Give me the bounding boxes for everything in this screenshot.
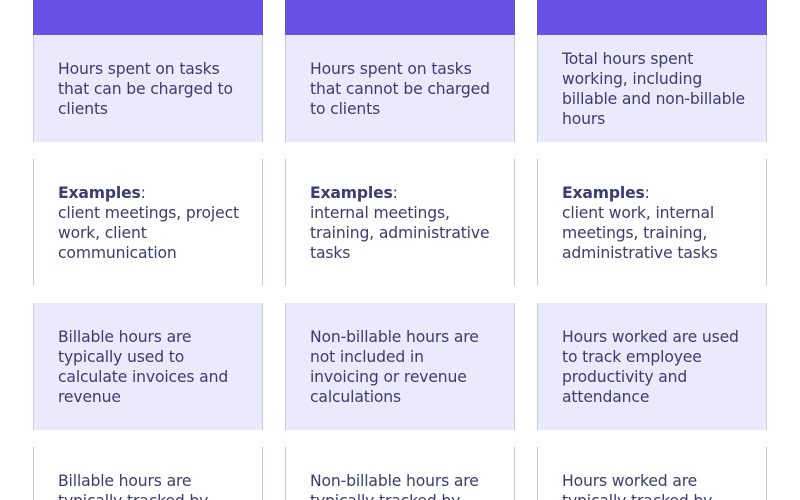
examples-block: Examples: client meetings, project work, … <box>58 183 244 263</box>
examples-block: Examples: client work, internal meetings,… <box>562 183 748 263</box>
examples-label: Examples <box>310 183 393 202</box>
definition-cell: Hours spent on tasks that cannot be char… <box>285 35 515 142</box>
definition-cell: Hours spent on tasks that can be charged… <box>33 35 263 142</box>
usage-cell: Non-billable hours are not included in i… <box>285 303 515 430</box>
column-header-bar <box>537 0 767 35</box>
definition-cell: Total hours spent working, including bil… <box>537 35 767 142</box>
usage-text: Billable hours are typically used to cal… <box>58 327 229 406</box>
usage-text: Non-billable hours are not included in i… <box>310 327 479 406</box>
tracking-cell: Billable hours are typically tracked by <box>33 447 263 500</box>
tracking-text: Non-billable hours are typically tracked… <box>310 472 479 500</box>
examples-colon: : <box>140 183 146 202</box>
examples-text: client meetings, project work, client co… <box>58 203 239 262</box>
examples-label: Examples <box>58 183 141 202</box>
examples-colon: : <box>644 183 650 202</box>
tracking-cell: Non-billable hours are typically tracked… <box>285 447 515 500</box>
examples-block: Examples: internal meetings, training, ad… <box>310 183 496 263</box>
usage-cell: Billable hours are typically used to cal… <box>33 303 263 430</box>
tracking-text: Hours worked are typically tracked by <box>562 472 712 500</box>
examples-colon: : <box>392 183 398 202</box>
examples-cell: Examples: client meetings, project work, … <box>33 159 263 286</box>
column-header-bar <box>33 0 263 35</box>
examples-cell: Examples: client work, internal meetings,… <box>537 159 767 286</box>
examples-text: internal meetings, training, administrat… <box>310 203 490 262</box>
definition-text: Hours spent on tasks that can be charged… <box>58 59 233 118</box>
definition-text: Total hours spent working, including bil… <box>562 49 745 128</box>
examples-label: Examples <box>562 183 645 202</box>
column-header-bar <box>285 0 515 35</box>
column-non-billable-hours: Hours spent on tasks that cannot be char… <box>285 0 515 500</box>
column-billable-hours: Hours spent on tasks that can be charged… <box>33 0 263 500</box>
definition-text: Hours spent on tasks that cannot be char… <box>310 59 490 118</box>
usage-cell: Hours worked are used to track employee … <box>537 303 767 430</box>
tracking-text: Billable hours are typically tracked by <box>58 472 208 500</box>
examples-text: client work, internal meetings, training… <box>562 203 718 262</box>
usage-text: Hours worked are used to track employee … <box>562 327 739 406</box>
column-hours-worked: Total hours spent working, including bil… <box>537 0 767 500</box>
tracking-cell: Hours worked are typically tracked by <box>537 447 767 500</box>
examples-cell: Examples: internal meetings, training, ad… <box>285 159 515 286</box>
